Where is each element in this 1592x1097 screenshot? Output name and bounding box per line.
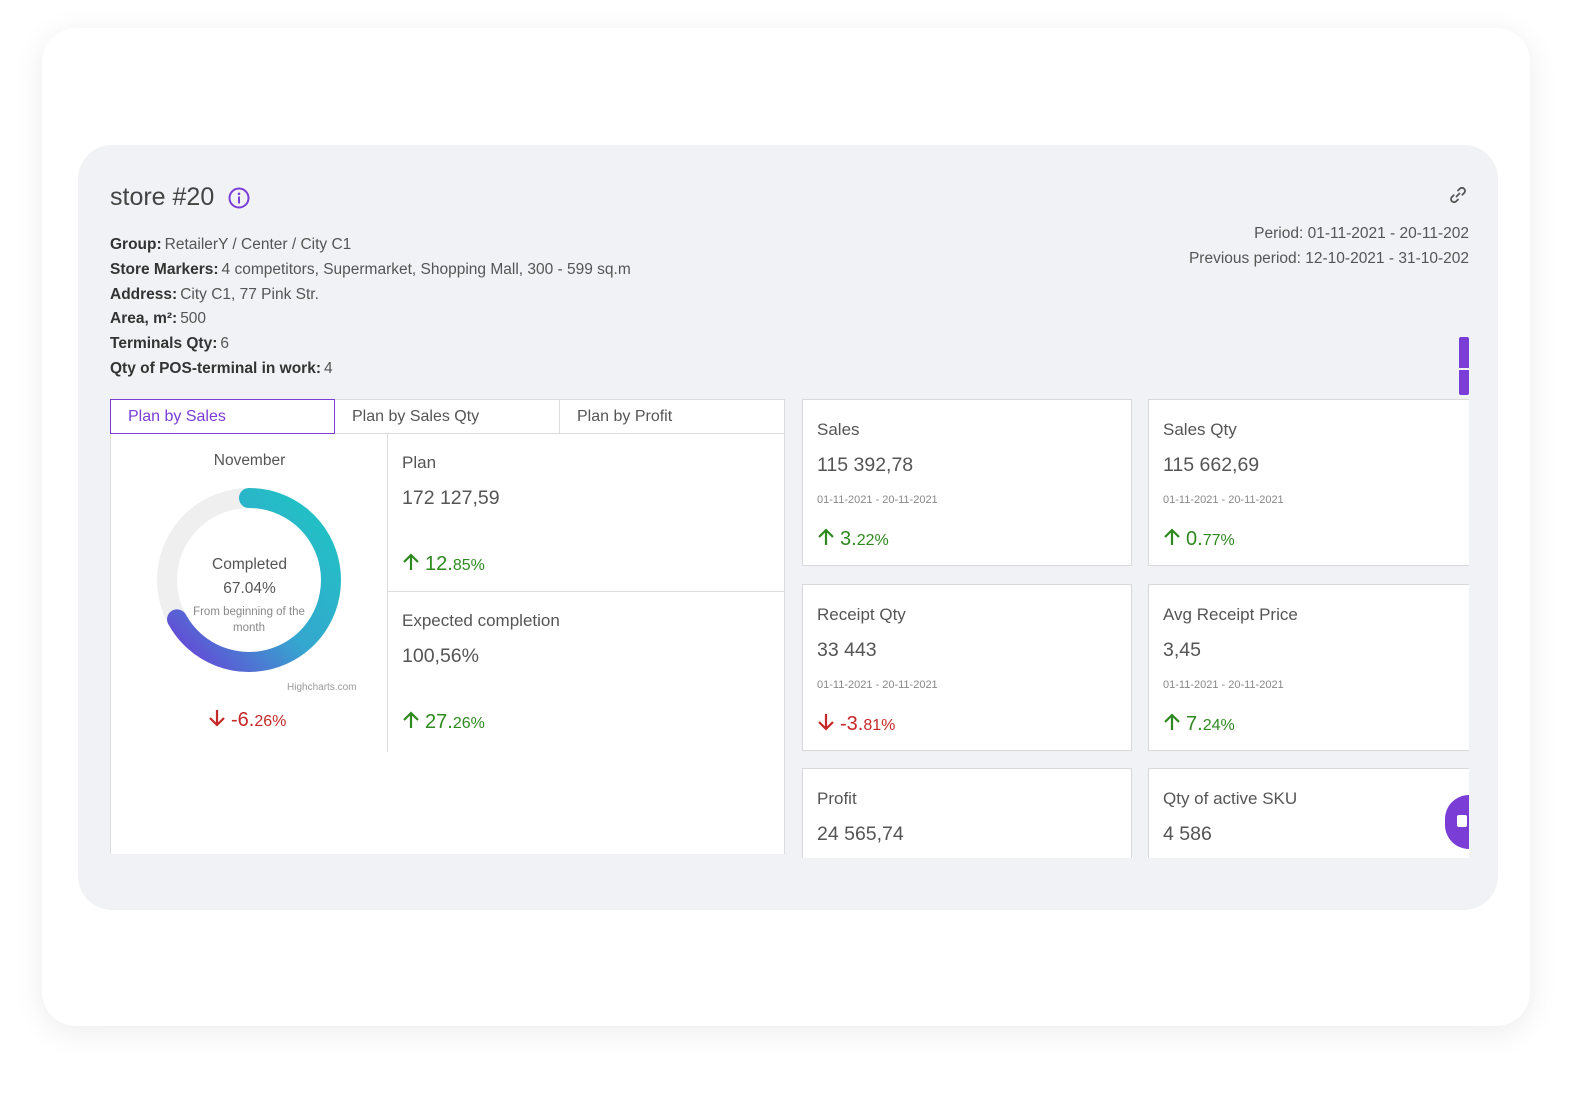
donut-sub: From beginning of the month [193, 606, 305, 634]
month-label: November [213, 452, 286, 469]
plan-cell: Plan 172 127,59 12. 85% [388, 434, 785, 592]
kpi-label: Profit [817, 789, 857, 808]
kpi-label: Receipt Qty [817, 605, 906, 624]
kpi-value: 4 586 [1163, 823, 1212, 845]
kpi-value: 115 392,78 [817, 454, 914, 476]
kpi-value: 24 565,74 [817, 823, 904, 845]
link-icon[interactable] [1448, 185, 1468, 205]
kpi-delta: 7. 24% [1163, 710, 1235, 736]
kpi-card-sales[interactable]: Sales 115 392,78 01-11-2021 - 20-11-2021… [802, 399, 1132, 566]
kpi-card-profit[interactable]: Profit 24 565,74 [802, 768, 1132, 858]
expected-label: Expected completion [402, 611, 560, 630]
expected-value: 100,56% [402, 645, 479, 667]
kpi-date: 01-11-2021 - 20-11-2021 [817, 679, 938, 691]
period-current: Period: 01-11-2021 - 20-11-202 [1254, 225, 1469, 242]
kpi-value: 115 662,69 [1163, 454, 1260, 476]
expected-completion-cell: Expected completion 100,56% 27. 26% [388, 592, 785, 752]
kpi-card-receipt-qty[interactable]: Receipt Qty 33 443 01-11-2021 - 20-11-20… [802, 584, 1132, 751]
kpi-value: 3,45 [1163, 639, 1201, 661]
donut-value: 67.04% [223, 580, 276, 597]
tab-plan-by-sales[interactable]: Plan by Sales [110, 399, 335, 434]
plan-body: November Completed 67.04% From beginning… [110, 434, 785, 854]
arrow-up-icon [403, 711, 419, 728]
arrow-up-icon [818, 528, 834, 545]
donut-label: Completed [212, 556, 287, 573]
arrow-up-icon [1164, 713, 1180, 730]
arrow-up-icon [1164, 528, 1180, 545]
kpi-label: Sales Qty [1163, 420, 1237, 439]
meta-area: Area, m²: 500 [110, 310, 207, 328]
kpi-card-avg-receipt-price[interactable]: Avg Receipt Price 3,45 01-11-2021 - 20-1… [1148, 584, 1469, 751]
kpi-value: 33 443 [817, 639, 877, 661]
side-panel-toggle[interactable] [1459, 337, 1469, 395]
completion-donut [157, 488, 341, 672]
plan-tabs: Plan by Sales Plan by Sales Qty Plan by … [110, 399, 785, 434]
kpi-card-active-sku[interactable]: Qty of active SKU 4 586 [1148, 768, 1469, 858]
kpi-label: Avg Receipt Price [1163, 605, 1298, 624]
donut-arc [167, 488, 341, 672]
kpi-date: 01-11-2021 - 20-11-2021 [1163, 494, 1284, 506]
meta-pos-terminals: Qty of POS-terminal in work: 4 [110, 359, 333, 377]
kpi-label: Sales [817, 420, 860, 439]
info-icon[interactable] [228, 187, 250, 209]
meta-store-markers: Store Markers: 4 competitors, Supermarket… [110, 260, 631, 278]
kpi-delta: 0. 77% [1163, 525, 1235, 551]
arrow-down-icon [209, 710, 225, 727]
kpi-label: Qty of active SKU [1163, 789, 1298, 808]
meta-terminals: Terminals Qty: 6 [110, 335, 230, 353]
kpi-date: 01-11-2021 - 20-11-2021 [1163, 679, 1284, 691]
kpi-delta: -3. 81% [817, 710, 895, 736]
panel-edge [1469, 785, 1498, 865]
tab-plan-by-profit[interactable]: Plan by Profit [560, 399, 785, 434]
chart-credits[interactable]: Highcharts.com [287, 682, 357, 693]
meta-address: Address: City C1, 77 Pink Str. [110, 285, 319, 303]
expected-delta: 27. 26% [402, 708, 485, 734]
page-title: store #20 [110, 183, 215, 211]
store-header: store #20 [110, 183, 250, 212]
meta-group: Group: RetailerY / Center / City C1 [110, 236, 352, 253]
plan-label: Plan [402, 453, 437, 472]
kpi-delta: 3. 22% [817, 525, 889, 551]
plan-delta: 12. 85% [402, 550, 485, 576]
plan-value: 172 127,59 [402, 487, 500, 509]
tab-plan-by-sales-qty[interactable]: Plan by Sales Qty [335, 399, 560, 434]
kpi-card-sales-qty[interactable]: Sales Qty 115 662,69 01-11-2021 - 20-11-… [1148, 399, 1469, 566]
kpi-date: 01-11-2021 - 20-11-2021 [817, 494, 938, 506]
arrow-up-icon [403, 553, 419, 570]
store-meta: Group: RetailerY / Center / City C1 Store… [110, 233, 631, 382]
store-panel: store #20 Group: RetailerY / Center / Cit… [78, 145, 1498, 910]
period-info: Period: 01-11-2021 - 20-11-202 Previous … [1189, 221, 1469, 271]
donut-delta: -6. 26% [208, 706, 286, 732]
donut-column: November Completed 67.04% From beginning… [111, 434, 388, 752]
period-previous: Previous period: 12-10-2021 - 31-10-202 [1188, 250, 1469, 267]
arrow-down-icon [818, 714, 834, 731]
